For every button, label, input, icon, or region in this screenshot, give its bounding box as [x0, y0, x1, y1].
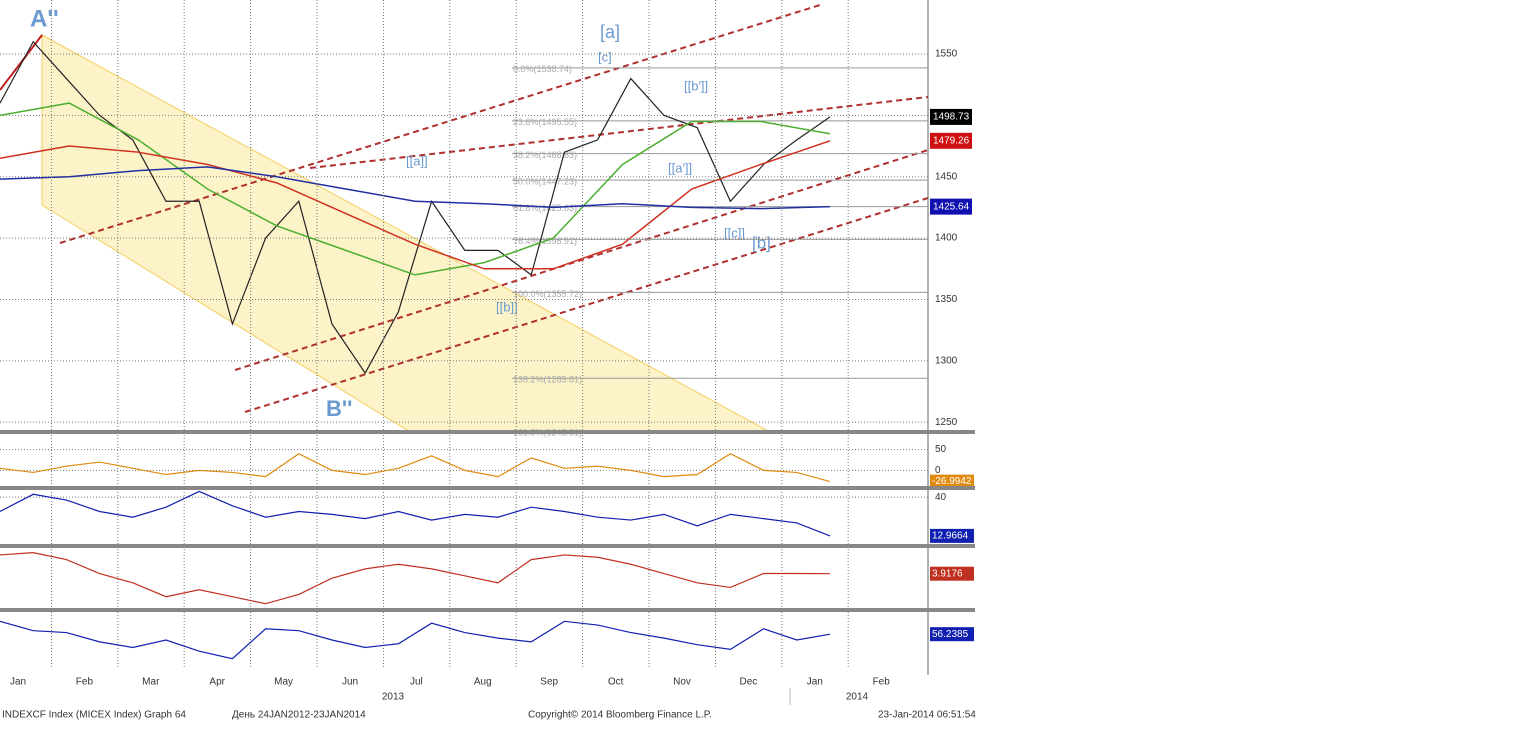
x-tick-label: Jan — [807, 677, 823, 688]
x-tick-label: Feb — [76, 677, 94, 688]
wave-line — [0, 34, 43, 91]
y-tick-label: 1550 — [935, 49, 958, 60]
y-tick-label: 40 — [935, 492, 947, 503]
series-line — [0, 453, 831, 483]
series-line — [0, 140, 831, 270]
y-tick-label: 1450 — [935, 171, 958, 182]
value-tag — [930, 474, 974, 489]
wave: [[a]] — [406, 153, 428, 168]
x-tick-label: Jun — [342, 677, 358, 688]
wave: [c] — [598, 49, 612, 64]
y-tick-label: 1300 — [935, 355, 958, 366]
value-tag-label: 3.9176 — [932, 568, 963, 579]
fib-label: 61.8%(1425.63) — [513, 203, 577, 213]
x-tick-label: Mar — [142, 677, 160, 688]
footer-text: INDEXCF Index (MICEX Index) Graph 64 — [2, 710, 186, 721]
y-tick-label: 1250 — [935, 417, 958, 428]
value-tag-label: 1498.73 — [933, 112, 970, 123]
value-tag-label: 12.9664 — [932, 531, 969, 542]
x-tick-label: Jan — [10, 677, 26, 688]
x-tick-label: Dec — [740, 677, 758, 688]
panel-separator — [0, 544, 975, 548]
fib-label: 50.0%(1447.23) — [513, 177, 577, 187]
wave: [[a']] — [668, 160, 692, 175]
value-tag-label: -26.9942 — [932, 476, 972, 487]
y-tick-label: 1400 — [935, 233, 958, 244]
value-tag — [930, 528, 974, 543]
series-line — [0, 490, 831, 537]
y-tick-label: 1350 — [935, 294, 958, 305]
value-tag — [930, 132, 972, 149]
value-tag-label: 1425.64 — [933, 201, 970, 212]
value-tag-label: 56.2385 — [932, 629, 969, 640]
footer-text: Copyright© 2014 Bloomberg Finance L.P. — [528, 710, 712, 721]
value-tag — [930, 627, 974, 642]
series-line — [0, 40, 831, 375]
wave: [[b]] — [496, 299, 518, 314]
x-tick-label: Nov — [673, 677, 691, 688]
fib-label: 38.2%(1468.83) — [513, 150, 577, 160]
panel-separator — [0, 486, 975, 490]
footer: INDEXCF Index (MICEX Index) Graph 64 Ден… — [2, 710, 976, 721]
yellow-channel — [41, 34, 771, 433]
series-line — [0, 620, 831, 660]
panel-separator — [0, 608, 975, 612]
x-tick-label: Jul — [410, 677, 423, 688]
series-line — [0, 552, 831, 605]
x-tick-label: Apr — [209, 677, 225, 688]
year-label: 2013 — [382, 692, 405, 703]
x-tick-label: May — [274, 677, 293, 688]
wave: A'' — [30, 5, 59, 32]
fib-label: 100.0%(1355.72) — [513, 289, 582, 299]
y-tick-label: 50 — [935, 444, 947, 455]
wave: [[c]] — [724, 225, 745, 240]
x-tick-label: Aug — [474, 677, 492, 688]
value-tag — [930, 108, 972, 125]
wave: [[b']] — [684, 78, 708, 93]
fib-label: 23.6%(1495.55) — [513, 117, 577, 127]
wave: [b] — [752, 233, 771, 252]
x-tick-label: Sep — [540, 677, 558, 688]
trend-channels — [59, 4, 929, 413]
panel-separator — [0, 430, 975, 434]
year-label: 2014 — [846, 692, 869, 703]
fib-label: 0.0%(1538.74) — [513, 64, 572, 74]
y-tick-label: 0 — [935, 465, 941, 476]
series-line — [0, 102, 831, 276]
footer-text: День 24JAN2012-23JAN2014 — [232, 710, 366, 721]
wave: [a] — [600, 22, 620, 42]
value-tag — [930, 198, 972, 215]
footer-text: 23-Jan-2014 06:51:54 — [878, 710, 976, 721]
fib-label: 138.2%(1285.81) — [513, 375, 582, 385]
x-tick-label: Oct — [608, 677, 624, 688]
value-tag-label: 1479.26 — [933, 135, 970, 146]
value-tag — [930, 566, 974, 581]
x-tick-label: Feb — [873, 677, 891, 688]
wave-labels: A'' B'' [a] [c] [[b']] [[a]] [[a']] [[b]… — [30, 5, 771, 420]
wave: B'' — [326, 396, 352, 421]
series-line — [0, 166, 831, 210]
